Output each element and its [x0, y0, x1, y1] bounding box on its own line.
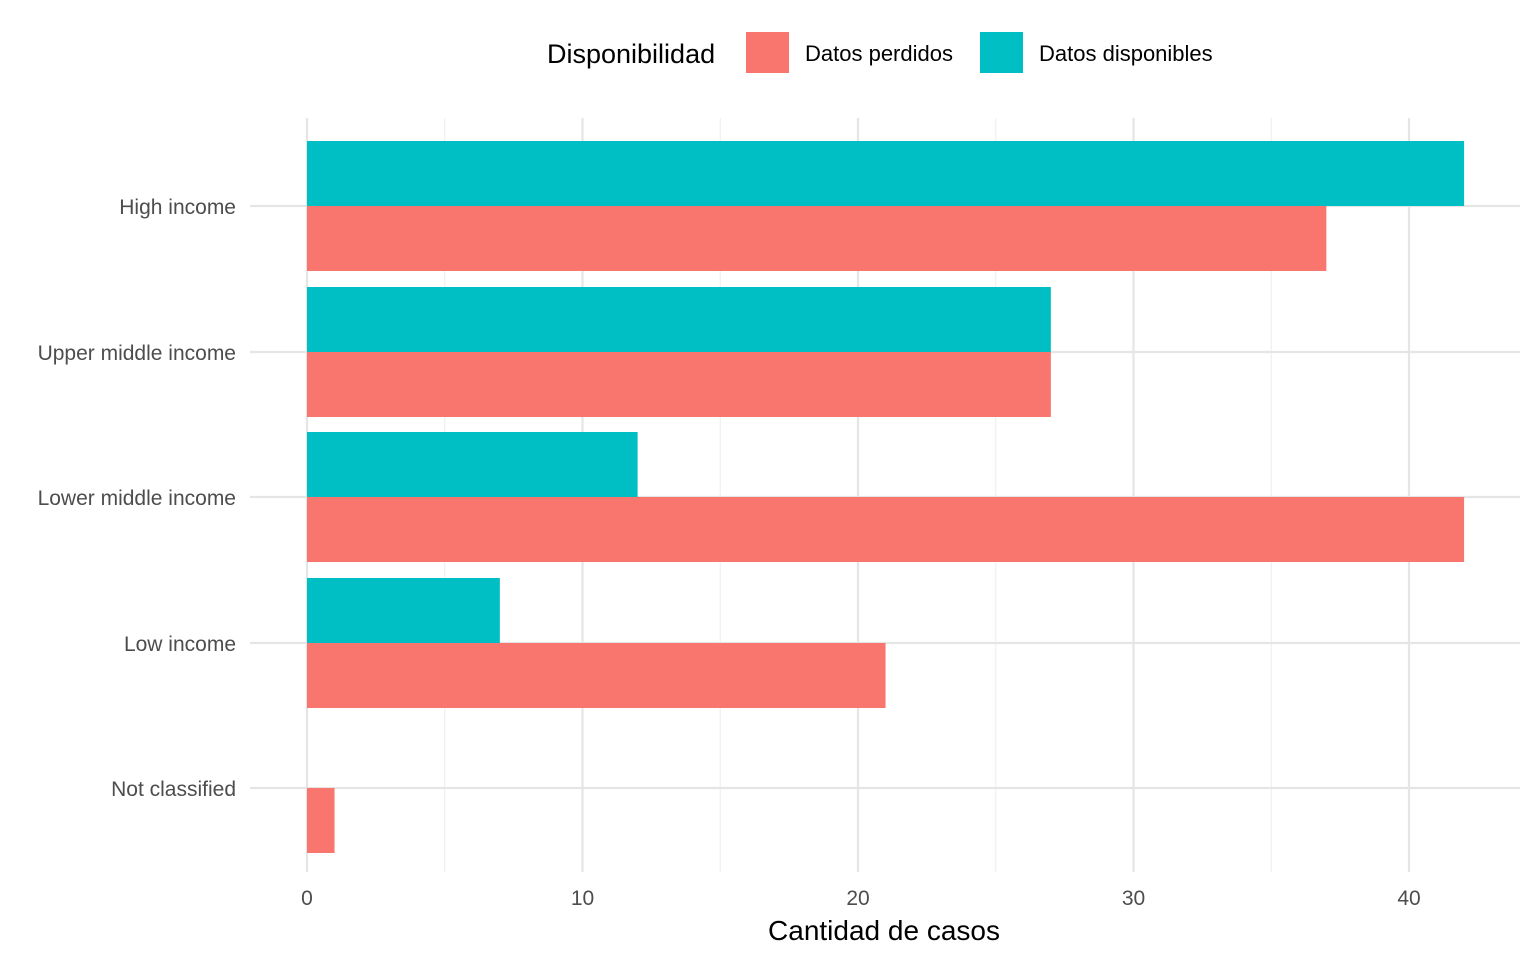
y-tick-label: Lower middle income [38, 487, 236, 510]
bar-datos-disponibles [307, 287, 1051, 352]
x-axis-title: Cantidad de casos [768, 915, 1000, 946]
y-axis-ticks: High income Upper middle income Lower midd… [38, 196, 236, 801]
bar-datos-disponibles [307, 578, 500, 643]
y-tick-label: High income [119, 196, 236, 219]
x-tick-label: 30 [1122, 887, 1145, 910]
bar-datos-perdidos [307, 788, 335, 853]
y-tick-label: Not classified [111, 778, 236, 801]
bar-datos-disponibles [307, 141, 1465, 206]
bar-datos-perdidos [307, 643, 886, 708]
legend-label: Datos disponibles [1039, 41, 1213, 66]
x-axis-ticks: 0 10 20 30 40 [301, 887, 1421, 910]
bar-datos-perdidos [307, 497, 1465, 562]
x-tick-label: 20 [846, 887, 869, 910]
x-tick-label: 40 [1397, 887, 1420, 910]
legend-key [980, 32, 1023, 73]
legend: Disponibilidad Datos perdidos Datos dispo… [547, 32, 1213, 73]
bar-datos-disponibles [307, 432, 638, 497]
y-tick-label: Low income [124, 633, 236, 656]
x-tick-label: 10 [571, 887, 594, 910]
y-tick-label: Upper middle income [38, 342, 236, 365]
legend-key [746, 32, 789, 73]
bars [307, 141, 1465, 853]
x-tick-label: 0 [301, 887, 313, 910]
bar-datos-perdidos [307, 352, 1051, 417]
legend-title: Disponibilidad [547, 39, 715, 69]
bar-datos-perdidos [307, 206, 1327, 271]
legend-label: Datos perdidos [805, 41, 953, 66]
